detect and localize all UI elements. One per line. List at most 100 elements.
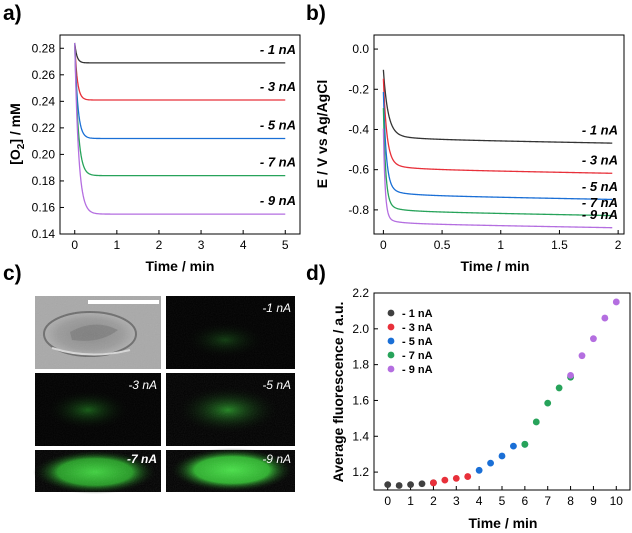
panel-a-ytick-label: 0.22 xyxy=(32,121,56,135)
panel-d-legend-marker-3-na xyxy=(387,323,395,331)
panel-d-ytick-label: 2.0 xyxy=(352,322,369,336)
panel-d-xtick-label: 10 xyxy=(610,494,624,508)
panel-a-ytick-label: 0.24 xyxy=(32,94,56,108)
panel-d-xlabel: Time / min xyxy=(469,515,538,531)
panel-a-chart: 0 1 2 3 4 5 0.14 0.16 0.18 0.20 0.22 0.24 0.26 0.28 -… xyxy=(7,34,301,274)
panel-a-curve-label-5-na: - 5 nA xyxy=(260,117,296,132)
panel-d-point-9-na xyxy=(567,371,574,379)
panel-d-point-3-na xyxy=(441,476,449,484)
panel-d-legend-label-3-na: - 3 nA xyxy=(402,322,433,334)
panel-d-point-9-na xyxy=(590,335,597,343)
panel-d-ytick-label: 1.2 xyxy=(352,465,369,479)
panel-a-xlabel: Time / min xyxy=(146,258,215,274)
panel-d-point-1-na xyxy=(384,481,392,489)
panel-d-ytick-label: 2.2 xyxy=(352,286,369,300)
micrograph-label-3na: -3 nA xyxy=(128,378,157,392)
micrograph-1na: -1 nA xyxy=(166,296,295,369)
panel-a-ytick-label: 0.26 xyxy=(32,68,56,82)
panel-b-label: b) xyxy=(306,2,326,25)
micrograph-5na: -5 nA xyxy=(166,373,295,446)
panel-b-line-3-na xyxy=(382,78,613,174)
panel-d-xtick-label: 7 xyxy=(544,494,551,508)
panel-b-xlabel: Time / min xyxy=(461,258,530,274)
panel-b-xtick-label: 0 xyxy=(380,238,387,252)
panel-b-curve-label-5-na: - 5 nA xyxy=(582,179,618,194)
panel-d-xtick-label: 5 xyxy=(499,494,506,508)
panel-d-point-9-na xyxy=(612,298,620,306)
panel-d-ytick-label: 1.4 xyxy=(352,429,369,443)
panel-d-label: d) xyxy=(306,262,326,285)
panel-a-line-9-na xyxy=(74,42,286,215)
panel-d-xtick-label: 3 xyxy=(453,494,460,508)
panel-d-legend-marker-7-na xyxy=(387,351,395,359)
panel-d-legend-marker-9-na xyxy=(387,365,395,373)
panel-b-ytick-label: -0.8 xyxy=(348,203,369,217)
panel-b-frame xyxy=(373,34,625,235)
panel-a-curve-label-9-na: - 9 nA xyxy=(260,193,296,208)
panel-c-micrographs: -1 nA -3 nA -5 nA -7 nA -9 nA xyxy=(33,296,295,494)
panel-a-ytick-label: 0.20 xyxy=(32,147,56,161)
panel-a-xtick-label: 0 xyxy=(71,238,78,252)
panel-d-point-3-na xyxy=(430,479,437,487)
panel-a-line-1-na xyxy=(74,42,286,64)
panel-d-xtick-label: 8 xyxy=(567,494,574,508)
panel-d-point-5-na xyxy=(498,452,506,460)
panel-d-ylabel: Average fluorescence / a.u. xyxy=(330,302,346,483)
panel-b-xtick-label: 1.5 xyxy=(551,238,568,252)
micrograph-brightfield xyxy=(35,296,161,369)
panel-a-xtick-label: 2 xyxy=(156,238,163,252)
panel-a-line-3-na xyxy=(74,42,286,101)
panel-d-point-7-na xyxy=(555,384,563,392)
panel-a-ytick-label: 0.16 xyxy=(32,200,56,214)
panel-b-ytick-label: -0.4 xyxy=(348,122,369,136)
panel-d-point-5-na xyxy=(510,442,517,450)
panel-d-point-9-na xyxy=(601,314,609,322)
panel-d-point-1-na xyxy=(407,481,414,489)
panel-b-ytick-label: 0.0 xyxy=(352,42,369,56)
panel-d-point-1-na xyxy=(418,480,426,488)
panel-d-point-1-na xyxy=(395,482,403,489)
panel-a-ylabel: [O2] / mM xyxy=(7,103,27,165)
panel-b-ytick-label: -0.2 xyxy=(348,82,369,96)
panel-d-xtick-label: 6 xyxy=(522,494,529,508)
panel-d-point-7-na xyxy=(521,440,529,448)
panel-d-legend-label-9-na: - 9 nA xyxy=(402,364,433,376)
panel-b-xtick-label: 0.5 xyxy=(434,238,451,252)
panel-a-label: a) xyxy=(3,2,22,25)
panel-b-line-1-na xyxy=(382,69,613,144)
panel-d-legend-label-1-na: - 1 nA xyxy=(402,308,433,320)
panel-d-legend-marker-5-na xyxy=(387,337,395,345)
panel-a-curve-label-3-na: - 3 nA xyxy=(260,79,296,94)
panel-d-point-9-na xyxy=(578,352,586,360)
panel-d-xtick-label: 9 xyxy=(590,494,597,508)
micrograph-label-9na: -9 nA xyxy=(262,452,291,466)
panel-b-line-5-na xyxy=(382,91,613,201)
panel-a-xtick-label: 4 xyxy=(240,238,247,252)
panel-c-label: c) xyxy=(3,262,22,285)
panel-d-point-5-na xyxy=(487,459,494,467)
panel-d-point-5-na xyxy=(475,466,483,474)
panel-d-xtick-label: 1 xyxy=(407,494,414,508)
panel-b-curve-label-9-na: - 9 nA xyxy=(582,207,618,222)
micrograph-label-1na: -1 nA xyxy=(262,301,291,315)
panel-d-point-3-na xyxy=(464,473,472,480)
panel-a-xtick-label: 1 xyxy=(113,238,120,252)
panel-d-point-7-na xyxy=(532,418,540,426)
panel-d-ytick-label: 1.8 xyxy=(352,358,369,372)
panel-b-line-7-na xyxy=(382,108,613,217)
micrograph-label-7na: -7 nA xyxy=(127,452,157,466)
panel-d-point-7-na xyxy=(544,399,552,407)
panel-d-xtick-label: 0 xyxy=(384,494,391,508)
panel-a-ytick-label: 0.14 xyxy=(32,227,56,241)
panel-b-chart: 0 0.5 1 1.5 2 0.0 -0.2 -0.4 -0.6 -0.8 - 1 nA - 3 n… xyxy=(314,34,625,274)
panel-d-xtick-label: 2 xyxy=(430,494,437,508)
micrograph-3na: -3 nA xyxy=(35,373,161,446)
panel-b-ylabel: E / V vs Ag/AgCl xyxy=(314,80,330,188)
scale-bar xyxy=(88,300,159,304)
panel-d-legend-label-5-na: - 5 nA xyxy=(402,336,433,348)
micrograph-9na: -9 nA xyxy=(166,448,295,492)
panel-a-ytick-label: 0.28 xyxy=(32,41,56,55)
panel-d-legend-marker-1-na xyxy=(387,309,395,317)
panel-b-curve-label-1-na: - 1 nA xyxy=(582,123,618,138)
